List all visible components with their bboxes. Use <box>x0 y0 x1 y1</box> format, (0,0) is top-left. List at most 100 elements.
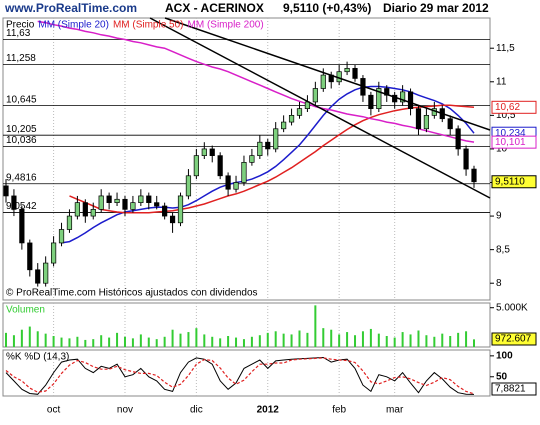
volume-bar <box>425 335 428 347</box>
oscillator-last-label: 7,8821 <box>495 384 526 395</box>
stochastic-panel <box>2 349 491 397</box>
oscillator-line <box>5 357 475 395</box>
volume-bar <box>409 334 412 347</box>
volume-bar <box>116 332 119 347</box>
candle-body <box>241 162 247 183</box>
volume-bar <box>187 332 190 347</box>
volume-bar <box>274 331 277 347</box>
x-tick-label: mar <box>386 405 404 416</box>
candle-body <box>27 242 33 271</box>
period: Diario <box>383 1 417 15</box>
volume-bar <box>441 333 444 347</box>
candle-body <box>138 195 144 203</box>
volume-bar <box>155 339 158 347</box>
candle-body <box>74 202 80 217</box>
candle-body <box>122 198 128 210</box>
volume-bar <box>393 337 396 347</box>
series-last-label-box <box>491 100 537 114</box>
volume-bar <box>52 336 55 347</box>
y-tick-label: 11 <box>496 76 507 87</box>
candle-body <box>185 175 192 197</box>
series-last-label: 10,234 <box>495 128 526 139</box>
candle-body <box>415 108 422 130</box>
volume-bar <box>242 339 245 347</box>
candle-body <box>193 155 199 177</box>
volume-bar <box>5 332 7 347</box>
volume-bar <box>68 338 71 347</box>
x-tick-label: 2012 <box>257 405 280 416</box>
candle-body <box>114 198 120 203</box>
volume-bar <box>123 336 126 347</box>
trend-line <box>164 17 491 131</box>
moving-average <box>61 85 475 244</box>
volume-bar <box>433 336 436 347</box>
volume-bar <box>298 330 301 347</box>
candle-body <box>3 185 9 197</box>
candle-body <box>257 141 263 156</box>
volume-bar <box>338 334 341 347</box>
candle-body <box>154 202 160 207</box>
volume-bar <box>60 337 63 347</box>
volume-bar <box>322 328 325 347</box>
title: ACX - ACERINOX <box>165 1 264 15</box>
legend-label: MM (Simple 20) <box>38 20 109 31</box>
level-label: 10,036 <box>6 135 37 146</box>
volume-bar <box>28 326 31 347</box>
y-tick-label: 10,5 <box>496 110 516 121</box>
candle-body <box>384 88 390 96</box>
volume-bar <box>290 334 293 347</box>
candle-body <box>423 115 430 130</box>
volume-last-label: 972.607 <box>495 334 532 345</box>
candle-body <box>209 148 215 156</box>
candle-body <box>66 215 73 230</box>
oscillator-last-label-box <box>491 382 537 396</box>
level-label: 11,63 <box>6 28 31 39</box>
candle-body <box>352 68 358 79</box>
y-tick-label: 9 <box>496 211 502 222</box>
volume-bar <box>314 305 317 347</box>
series-last-label: 10,101 <box>495 137 526 148</box>
volume-bar <box>330 329 333 347</box>
volume-last-label-box <box>491 332 537 346</box>
volume-bar <box>377 333 380 347</box>
volume-bar <box>250 336 253 347</box>
volume-bar <box>92 339 95 347</box>
volume-bar <box>195 328 198 347</box>
candle-body <box>43 262 49 284</box>
panel-title: Volumen <box>6 305 45 316</box>
volume-bar <box>401 332 404 347</box>
candle-body <box>82 202 88 217</box>
candle-body <box>288 115 295 123</box>
volume-bar <box>147 337 150 347</box>
volume-bar <box>346 332 349 347</box>
price-last-label: 9,5110 <box>495 176 525 187</box>
candle-body <box>455 128 461 150</box>
panel-title: %K %D (14,3) <box>6 352 69 363</box>
candle-body <box>169 215 176 224</box>
x-tick-label: dic <box>190 405 203 416</box>
volume-panel <box>2 302 491 348</box>
level-label: 10,205 <box>6 124 37 135</box>
candle-body <box>344 68 350 73</box>
candle-body <box>265 141 271 150</box>
candle-body <box>368 94 374 109</box>
y-tick-label: 11,5 <box>496 43 515 54</box>
volume-bar <box>84 339 87 347</box>
candle-body <box>11 195 17 210</box>
volume-bar <box>361 331 364 347</box>
volume-bar <box>100 335 103 347</box>
x-tick-label: nov <box>117 405 133 416</box>
legend-label: MM (Simple 50) <box>113 20 184 31</box>
candle-body <box>146 195 152 203</box>
candle-body <box>19 209 25 244</box>
volume-bar <box>369 328 372 347</box>
volume-bar <box>385 336 388 347</box>
moving-average <box>69 104 475 214</box>
level-label: 11,258 <box>6 53 36 64</box>
date: 29 mar 2012 <box>420 1 489 15</box>
volume-bar <box>258 335 261 347</box>
footer: © ProRealTime.com Históricos ajustados c… <box>6 288 258 299</box>
volume-bar <box>473 339 475 347</box>
legend-label: MM (Simple 200) <box>188 20 264 31</box>
